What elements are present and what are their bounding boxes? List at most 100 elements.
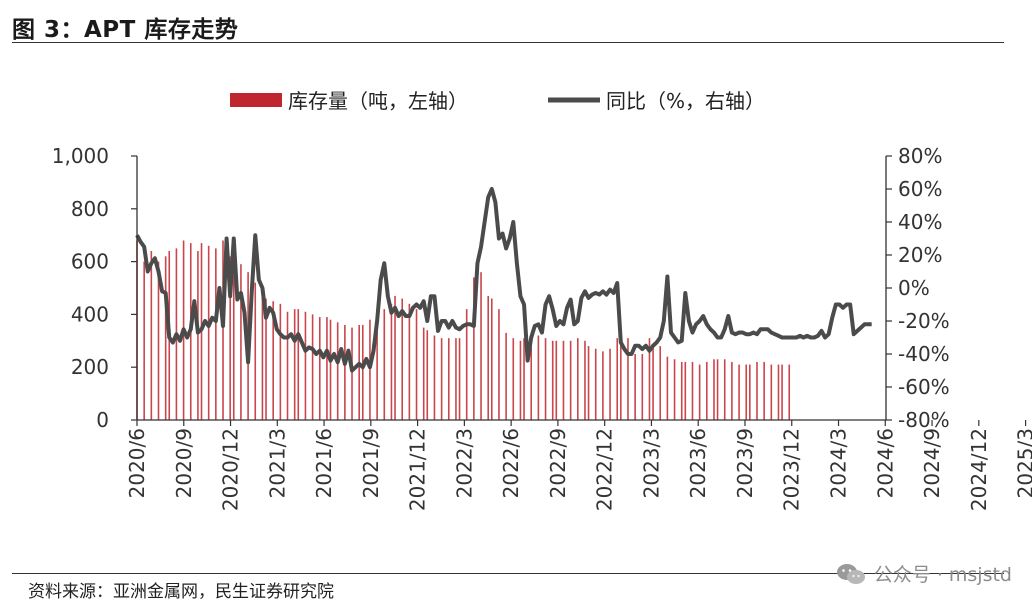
bar-mark (344, 324, 346, 420)
title-divider (12, 42, 1004, 43)
bar-mark (261, 288, 264, 420)
bar-mark (530, 335, 533, 420)
bar-mark (311, 314, 314, 420)
bar-mark (749, 364, 751, 420)
bar-mark (680, 361, 683, 420)
bar-mark (358, 324, 360, 420)
bar-mark (537, 335, 540, 420)
watermark: 公众号 · msjstd (836, 560, 1012, 587)
x-tick-label: 2020/12 (219, 428, 243, 511)
bar-mark (648, 338, 651, 420)
bar-mark (652, 346, 654, 420)
inventory-chart: 库存量（吨，左轴） 同比（%，右轴） 0 200 400 600 800 1,000 -80% -… (52, 89, 1032, 511)
watermark-text: 公众号 · msjstd (873, 564, 1012, 586)
bar-mark (197, 251, 199, 420)
bar-mark (326, 317, 328, 420)
x-tick-label: 2024/12 (967, 428, 991, 511)
bar-mark (555, 340, 558, 420)
bar-mark (659, 346, 662, 420)
left-tick-label: 1,000 (52, 144, 109, 168)
bar-mark (473, 277, 475, 420)
bar-mark (777, 364, 780, 420)
bar-mark (408, 303, 411, 420)
x-tick-label: 2022/9 (546, 428, 570, 498)
x-tick-label: 2021/6 (312, 428, 336, 498)
bar-mark (723, 359, 726, 420)
bar-mark (770, 364, 773, 420)
bar-mark (523, 338, 525, 420)
right-tick-label: -60% (898, 375, 950, 399)
bar-mark (401, 298, 403, 420)
bar-mark (698, 364, 701, 420)
bar-mark (788, 364, 791, 420)
bar-mark (602, 351, 604, 420)
bar-mark (738, 364, 740, 420)
bar-mark (272, 301, 274, 420)
bar-mark (594, 348, 597, 420)
x-tick-label: 2024/9 (920, 428, 944, 498)
x-tick-label: 2024/6 (873, 428, 897, 498)
x-tick-label: 2023/3 (639, 428, 663, 498)
bar-mark (756, 361, 758, 420)
bar-mark (351, 327, 353, 420)
bar-mark (361, 324, 364, 420)
bar-mark (551, 340, 554, 420)
bar-mark (487, 295, 490, 420)
bar-mark (207, 245, 210, 420)
x-tick-label: 2023/9 (733, 428, 757, 498)
bar-mark (232, 261, 235, 420)
x-tick-label: 2025/3 (1014, 428, 1032, 498)
bar-mark (562, 340, 565, 420)
bar-mark (336, 322, 339, 420)
bar-mark (415, 309, 418, 420)
wechat-icon (836, 563, 865, 584)
right-tick-label: -80% (898, 408, 950, 432)
footer-divider (12, 573, 1004, 574)
bar-mark (394, 295, 396, 420)
bar-mark (673, 359, 676, 420)
bar-mark (519, 340, 522, 420)
bar-mark (490, 298, 493, 420)
bar-mark (297, 309, 300, 420)
x-tick-label: 2023/12 (780, 428, 804, 511)
x-tick-label: 2022/6 (499, 428, 523, 498)
bar-mark (390, 303, 393, 420)
bar-mark (577, 338, 579, 420)
bar-mark (447, 338, 450, 420)
x-tick-label: 2020/6 (125, 428, 149, 498)
bar-mark (498, 309, 500, 420)
bar-mark (716, 359, 719, 420)
bar-mark (584, 340, 586, 420)
bar-mark (376, 319, 378, 420)
bar-mark (279, 303, 282, 420)
legend-label-yoy: 同比（%，右轴） (606, 89, 765, 113)
bar-mark (731, 361, 733, 420)
bar-mark (781, 364, 783, 420)
x-tick-label: 2023/6 (686, 428, 710, 498)
left-tick-label: 600 (71, 250, 109, 274)
left-tick-label: 200 (71, 355, 109, 379)
bar-mark (440, 338, 443, 420)
x-tick-label: 2020/9 (172, 428, 196, 498)
source-note: 资料来源：亚洲金属网，民生证券研究院 (28, 582, 334, 602)
right-tick-label: 60% (898, 177, 942, 201)
bar-mark (505, 332, 507, 420)
right-tick-label: 20% (898, 243, 942, 267)
legend-label-inventory: 库存量（吨，左轴） (288, 89, 468, 113)
x-tick-label: 2021/3 (265, 428, 289, 498)
legend-swatch-inventory (230, 93, 282, 107)
bar-mark (706, 361, 708, 420)
x-tick-label: 2021/9 (359, 428, 383, 498)
bar-mark (691, 361, 694, 420)
bar-mark (684, 361, 687, 420)
bar-mark (512, 338, 515, 420)
bar-mark (713, 359, 715, 420)
bar-mark (150, 251, 153, 420)
bar-mark (433, 335, 436, 420)
bar-mark (254, 282, 257, 420)
bar-mark (383, 309, 386, 420)
bar-mark (318, 317, 321, 420)
bar-mark (164, 256, 167, 420)
left-tick-label: 0 (96, 408, 109, 432)
bar-mark (455, 338, 457, 420)
